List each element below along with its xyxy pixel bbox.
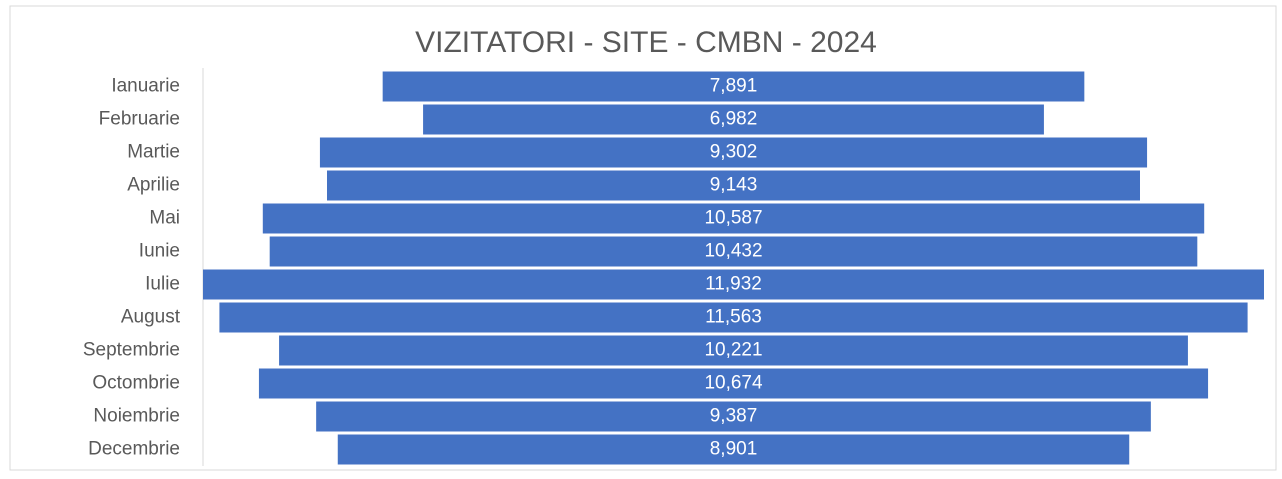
category-label: Ianuarie xyxy=(111,76,180,97)
bar xyxy=(326,170,1141,201)
data-label: 10,432 xyxy=(704,241,762,262)
category-label: Aprilie xyxy=(127,175,180,196)
data-label: 10,221 xyxy=(704,340,762,361)
data-label: 9,143 xyxy=(710,175,758,196)
data-label: 10,674 xyxy=(704,373,763,394)
data-label: 9,387 xyxy=(710,406,758,427)
bar xyxy=(262,203,1205,234)
data-label: 9,302 xyxy=(710,142,758,163)
bar xyxy=(203,269,1264,300)
bar xyxy=(423,104,1044,135)
data-label: 7,891 xyxy=(710,76,758,97)
data-label: 11,563 xyxy=(705,307,762,328)
bar xyxy=(382,71,1085,102)
bar xyxy=(219,302,1248,333)
data-label: 11,932 xyxy=(705,274,762,295)
category-label: Iunie xyxy=(139,241,180,262)
data-label: 6,982 xyxy=(710,109,758,130)
bar xyxy=(279,335,1188,366)
category-label: Decembrie xyxy=(88,439,180,460)
chart-title: VIZITATORI - SITE - CMBN - 2024 xyxy=(415,26,877,59)
category-label: Februarie xyxy=(99,109,180,130)
category-label: Martie xyxy=(127,142,180,163)
bar xyxy=(316,401,1151,432)
bar xyxy=(337,434,1130,465)
bar xyxy=(319,137,1148,168)
bar xyxy=(269,236,1198,267)
bar xyxy=(258,368,1209,399)
category-label: Noiembrie xyxy=(93,406,180,427)
data-label: 10,587 xyxy=(704,208,762,229)
category-label: Octombrie xyxy=(92,373,180,394)
category-label: August xyxy=(121,307,181,328)
category-label: Iulie xyxy=(145,274,180,295)
category-label: Mai xyxy=(149,208,180,229)
category-label: Septembrie xyxy=(83,340,180,361)
data-label: 8,901 xyxy=(710,439,758,460)
